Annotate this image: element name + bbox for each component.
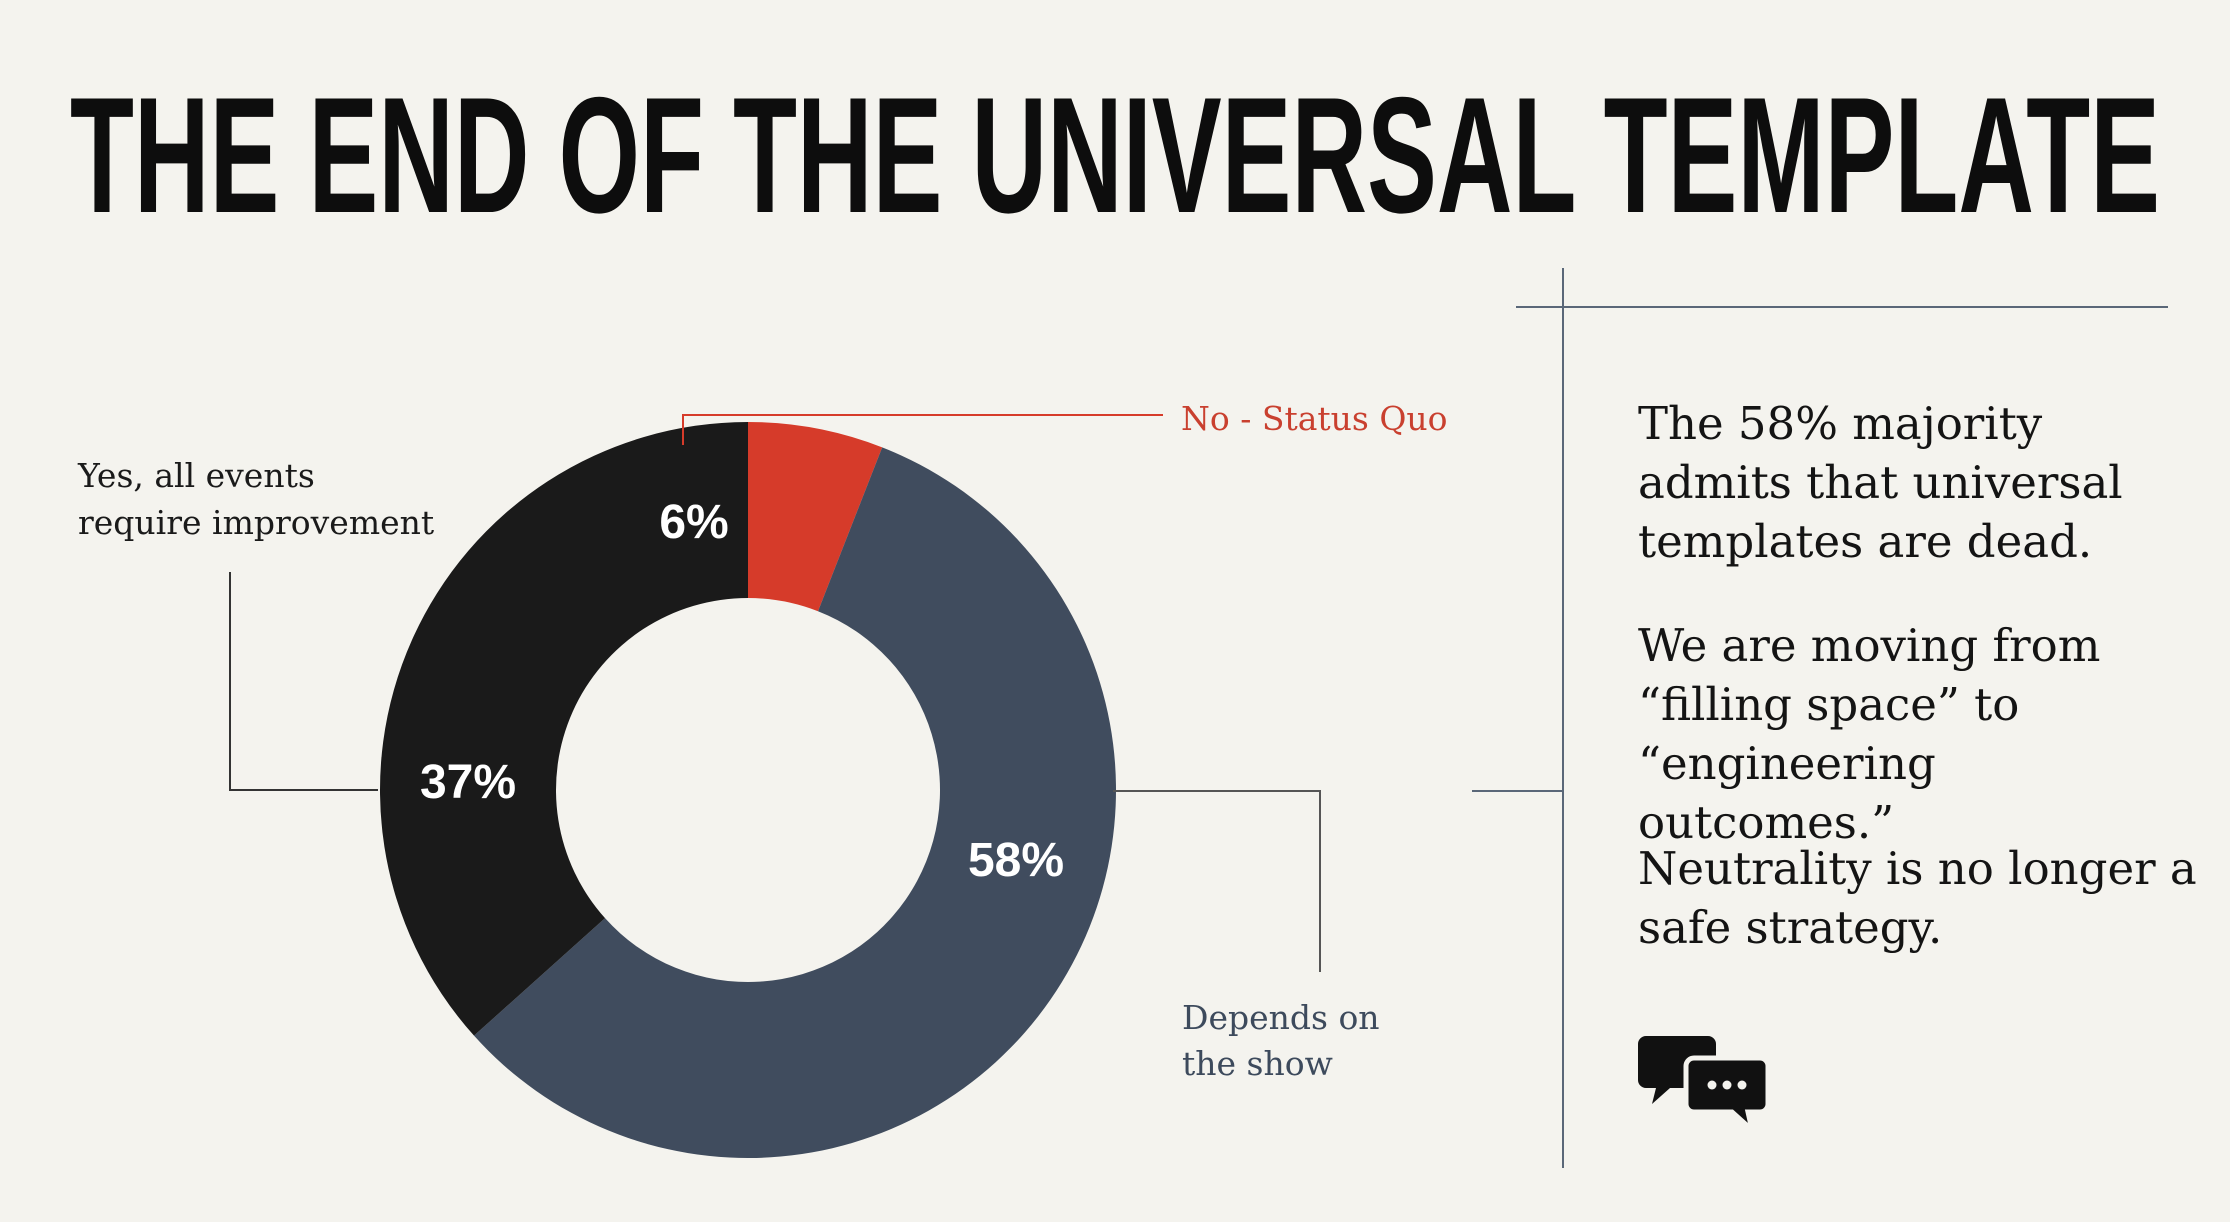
text-line: admits that universal: [1638, 456, 2123, 509]
insight-paragraph-3: Neutrality is no longer a safe strategy.: [1638, 839, 2198, 957]
legend-label-depends-line-1: Depends on: [1182, 998, 1380, 1037]
text-line: We are moving from: [1638, 619, 2101, 672]
insight-paragraph-2: We are moving from “filling space” to “e…: [1638, 616, 2198, 852]
text-line: templates are dead.: [1638, 515, 2093, 568]
legend-label-yes-line-2: require improvement: [78, 503, 434, 542]
leader-line-depends: [1113, 790, 1321, 972]
text-line: Neutrality is no longer a: [1638, 842, 2197, 895]
text-line: safe strategy.: [1638, 901, 1943, 954]
legend-label-no-status-quo: No - Status Quo: [1181, 399, 1448, 438]
donut-slice-yes-all-events-require-improvement: [379, 422, 748, 1036]
text-line: The 58% majority: [1638, 397, 2043, 450]
slice-value-37: 37%: [420, 756, 516, 809]
legend-label-depends-line-2: the show: [1182, 1044, 1333, 1083]
page-title-text: THE END OF THE UNIVERSAL TEMPLATE: [70, 63, 2160, 242]
donut-slice-depends-on-the-show: [474, 447, 1116, 1158]
donut-slice-no-status-quo: [748, 422, 883, 612]
donut-slices: [379, 422, 1116, 1158]
legend-label-yes-line-1: Yes, all events: [77, 456, 315, 495]
leader-line-yes: [229, 572, 378, 791]
slice-value-58: 58%: [968, 834, 1064, 887]
text-line: “engineering outcomes.”: [1638, 737, 1936, 849]
insight-paragraph-1: The 58% majority admits that universal t…: [1638, 394, 2198, 571]
text-line: “filling space” to: [1638, 678, 2020, 731]
slice-value-6: 6%: [659, 496, 728, 549]
leader-line-no-status-quo: [682, 414, 1163, 445]
chat-bubbles-icon: [1638, 1036, 1771, 1138]
page-title: THE END OF THE UNIVERSAL TEMPLATE: [70, 63, 2160, 242]
